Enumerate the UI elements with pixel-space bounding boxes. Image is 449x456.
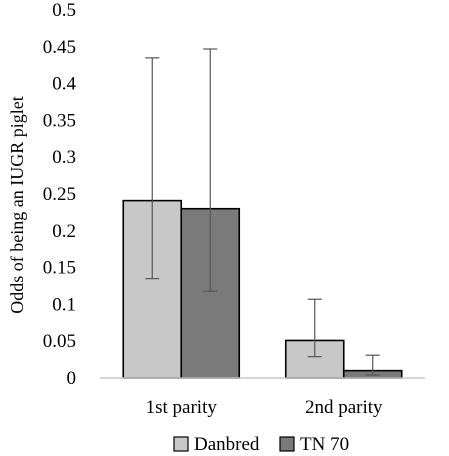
y-tick-label: 0.15 xyxy=(43,258,76,279)
legend: Danbred TN 70 xyxy=(173,434,349,455)
y-tick-label: 0.2 xyxy=(52,221,76,242)
y-tick-label: 0.5 xyxy=(52,0,76,21)
y-axis-ticks: 0 0.05 0.1 0.15 0.2 0.25 0.3 0.35 0.4 0.45 0.5 xyxy=(43,0,77,389)
x-category-label: 1st parity xyxy=(146,397,218,418)
x-category-label: 2nd parity xyxy=(305,397,383,418)
legend-swatch-danbred xyxy=(173,436,189,452)
legend-label-tn70: TN 70 xyxy=(300,434,349,455)
legend-swatch-tn70 xyxy=(279,436,295,452)
y-tick-label: 0.35 xyxy=(43,110,76,131)
y-tick-label: 0 xyxy=(67,368,77,389)
y-tick-label: 0.25 xyxy=(43,184,76,205)
y-tick-label: 0.1 xyxy=(52,294,76,315)
x-axis-labels: 1st parity 2nd parity xyxy=(146,397,383,418)
y-tick-label: 0.45 xyxy=(43,37,76,58)
y-axis-title: Odds of being an IUGR piglet xyxy=(7,96,27,313)
bars xyxy=(122,199,403,379)
y-tick-label: 0.05 xyxy=(43,331,76,352)
y-tick-label: 0.4 xyxy=(52,74,76,95)
y-tick-label: 0.3 xyxy=(52,147,76,168)
legend-label-danbred: Danbred xyxy=(194,434,260,455)
error-bars xyxy=(145,48,380,376)
